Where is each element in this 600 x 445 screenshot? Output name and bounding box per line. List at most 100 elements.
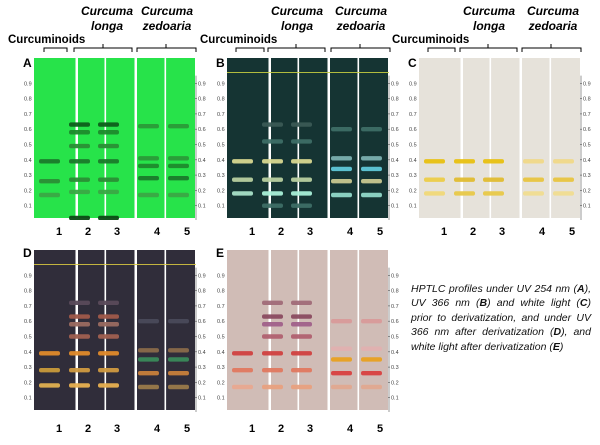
lane-number: 5 (568, 226, 576, 238)
band (69, 130, 90, 135)
band (262, 384, 283, 390)
scale-tick-label: 0.5 (24, 335, 32, 341)
band (69, 334, 90, 339)
band (262, 314, 283, 319)
band (291, 122, 312, 127)
section-divider (134, 250, 137, 410)
band (262, 139, 283, 144)
band (523, 177, 544, 182)
band (232, 159, 253, 164)
lane-number: 1 (55, 226, 63, 238)
curcuminoids-label: Curcuminoids (8, 34, 86, 46)
scale-tick-label: 0.6 (217, 127, 225, 133)
species-label-zedoaria: Curcuma zedoaria (526, 4, 579, 33)
section-divider (75, 58, 78, 218)
scale-tick-label: 0.3 (217, 365, 225, 371)
scale-tick-label: 0.2 (391, 188, 399, 194)
scale-tick-label: 0.4 (391, 350, 399, 356)
species-label-longa: Curcuma longa (462, 4, 515, 33)
scale-tick-label: 0.5 (409, 143, 417, 149)
band (168, 175, 189, 181)
scale-tick-label: 0.9 (198, 81, 206, 87)
section-divider (268, 58, 271, 218)
lane-number: 2 (469, 226, 477, 238)
curcuminoids-label: Curcuminoids (392, 34, 470, 46)
scale-tick-label: 0.8 (583, 97, 591, 103)
scale-tick-label: 0.2 (24, 188, 32, 194)
band (232, 177, 253, 182)
band (98, 130, 119, 135)
lane-number: 3 (498, 226, 506, 238)
band (291, 322, 312, 327)
scale-tick-label: 0.6 (409, 127, 417, 133)
band (138, 192, 159, 198)
scale-tick-label: 0.2 (391, 380, 399, 386)
band (39, 179, 60, 184)
band (553, 177, 574, 182)
band (98, 300, 119, 306)
scale-tick-label: 0.2 (198, 188, 206, 194)
band (291, 351, 312, 356)
band (69, 215, 90, 220)
band (291, 159, 312, 164)
scale-tick-label: 0.8 (409, 97, 417, 103)
scale-tick-label: 0.1 (24, 396, 32, 402)
lane-divider (164, 58, 167, 218)
band (361, 384, 382, 390)
plate-svg: 0.9 0.9 0.8 0.8 0.7 0.7 0.6 0.6 0.5 0.5 0.4 0.4 0.3 0… (24, 58, 206, 220)
hptlc-plate-a: 0.9 0.9 0.8 0.8 0.7 0.7 0.6 0.6 0.5 0.5 0.4 0.4 0.3 0… (24, 58, 210, 220)
band (69, 122, 90, 127)
band (262, 367, 283, 373)
species-label-longa: Curcuma longa (80, 4, 133, 33)
scale-tick-label: 0.7 (391, 112, 399, 118)
band (331, 156, 352, 161)
scale-tick-label: 0.1 (391, 396, 399, 402)
lane-number: 5 (183, 423, 191, 435)
band (361, 192, 382, 198)
section-divider (134, 58, 137, 218)
band (424, 191, 445, 196)
hptlc-plate-e: 0.9 0.9 0.8 0.8 0.7 0.7 0.6 0.6 0.5 0.5 0.4 0.4 0.3 0… (217, 250, 403, 412)
band (291, 203, 312, 208)
panel-letter-e: E (216, 246, 225, 260)
band (138, 163, 159, 169)
scale-tick-label: 0.2 (24, 380, 32, 386)
scale-tick-label: 0.6 (217, 319, 225, 325)
lane-number: 4 (346, 226, 354, 238)
band (138, 348, 159, 353)
scale-tick-label: 0.1 (391, 204, 399, 210)
scale-tick-label: 0.2 (217, 380, 225, 386)
band (331, 192, 352, 198)
lane-number: 4 (153, 226, 161, 238)
scale-tick-label: 0.5 (198, 335, 206, 341)
scale-tick-label: 0.8 (24, 289, 32, 295)
band (262, 334, 283, 339)
lane-number: 1 (248, 226, 256, 238)
band (523, 159, 544, 164)
lane-divider (549, 58, 552, 218)
lane-divider (104, 250, 107, 410)
band (483, 159, 504, 164)
band (361, 346, 382, 351)
band (262, 351, 283, 356)
species-label-zedoaria: Curcuma zedoaria (334, 4, 387, 33)
scale-tick-label: 0.6 (391, 127, 399, 133)
band (361, 371, 382, 376)
band (39, 192, 60, 198)
figure-caption: HPTLC profiles under UV 254 nm (A), UV 3… (411, 283, 591, 353)
lane-number: 3 (113, 226, 121, 238)
band (291, 367, 312, 373)
scale-tick-label: 0.9 (409, 81, 417, 87)
section-divider (519, 58, 522, 218)
scale-tick-label: 0.2 (409, 188, 417, 194)
band (168, 371, 189, 376)
band (232, 351, 253, 356)
lane-number: 4 (153, 423, 161, 435)
band (138, 156, 159, 161)
scale-tick-label: 0.3 (391, 173, 399, 179)
scale-tick-label: 0.3 (198, 173, 206, 179)
lane-number: 5 (183, 226, 191, 238)
band (168, 192, 189, 198)
scale-tick-label: 0.3 (24, 365, 32, 371)
lane-divider (489, 58, 492, 218)
